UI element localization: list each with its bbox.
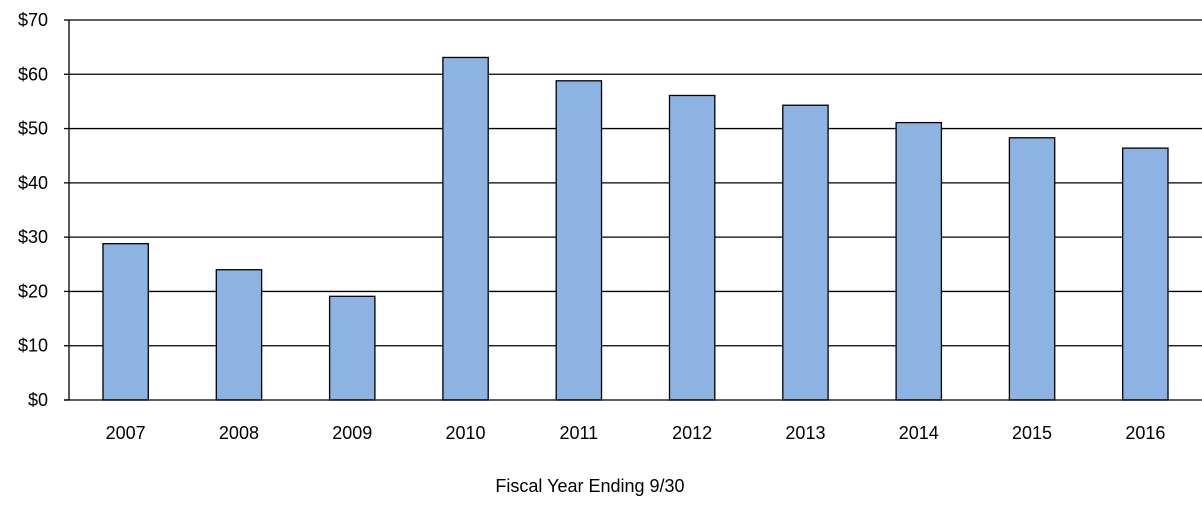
x-tick-labels: 2007 2008 2009 2010 2011 2012 2013 2014 2015 2016 — [106, 423, 1166, 443]
x-tick-label: 2015 — [1012, 423, 1052, 443]
axes — [64, 19, 1202, 401]
x-tick-label: 2010 — [446, 423, 486, 443]
y-tick-label: $70 — [18, 10, 48, 30]
x-axis-title: Fiscal Year Ending 9/30 — [495, 476, 684, 496]
bar-2012 — [668, 94, 716, 401]
bar-2008 — [215, 269, 263, 401]
x-tick-label: 2014 — [899, 423, 939, 443]
x-tick-label: 2007 — [106, 423, 146, 443]
bar-2007 — [102, 243, 149, 401]
bar-2010 — [442, 56, 489, 401]
x-tick-label: 2013 — [785, 423, 825, 443]
y-tick-label: $0 — [28, 390, 48, 410]
x-tick-label: 2012 — [672, 423, 712, 443]
x-tick-label: 2009 — [332, 423, 372, 443]
y-tick-label: $30 — [18, 227, 48, 247]
bar-2013 — [782, 104, 829, 401]
y-tick-labels: $0 $10 $20 $30 $40 $50 $60 $70 — [18, 10, 48, 410]
x-tick-label: 2016 — [1125, 423, 1165, 443]
bar-2014 — [895, 121, 943, 401]
bar-2015 — [1008, 137, 1056, 401]
bar-2011 — [555, 80, 603, 401]
x-tick-label: 2011 — [559, 423, 598, 443]
y-tick-label: $10 — [18, 336, 48, 356]
bars — [102, 56, 1169, 401]
y-tick-label: $50 — [18, 119, 48, 139]
y-tick-label: $20 — [18, 281, 48, 301]
bar-2016 — [1122, 147, 1169, 401]
bar-2009 — [328, 295, 376, 401]
y-tick-label: $40 — [18, 173, 48, 193]
x-tick-label: 2008 — [219, 423, 259, 443]
y-tick-label: $60 — [18, 64, 48, 84]
